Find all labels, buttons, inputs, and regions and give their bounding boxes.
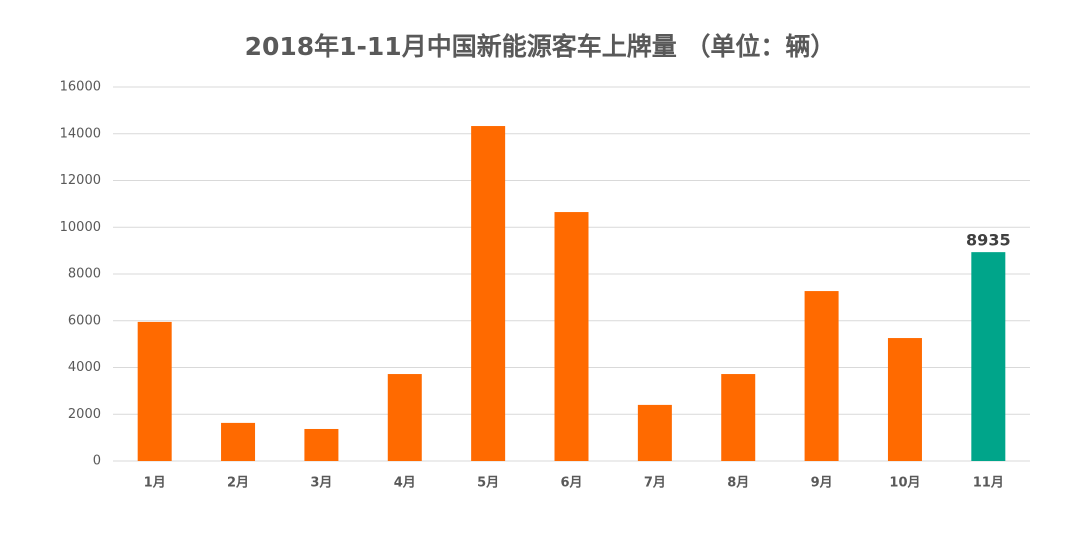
bar [221, 422, 256, 461]
bar [471, 126, 506, 461]
y-tick-label: 12000 [60, 173, 101, 188]
x-tick-label: 8月 [727, 476, 749, 491]
bar [721, 374, 756, 461]
bar [554, 212, 589, 461]
y-tick-label: 8000 [68, 267, 101, 282]
x-tick-label: 7月 [644, 476, 666, 491]
y-tick-label: 10000 [60, 220, 101, 235]
bar [637, 404, 672, 461]
y-tick-label: 14000 [60, 126, 101, 141]
y-tick-label: 6000 [68, 313, 101, 328]
x-tick-label: 4月 [394, 476, 416, 491]
y-tick-label: 2000 [68, 407, 101, 422]
bar [137, 321, 172, 461]
chart-title: 2018年1-11月中国新能源客车上牌量 （单位：辆） [245, 32, 836, 61]
bar [887, 338, 922, 461]
x-tick-label: 2月 [227, 476, 249, 491]
x-tick-label: 10月 [889, 476, 920, 491]
x-tick-label: 1月 [144, 476, 166, 491]
y-tick-label: 4000 [68, 360, 101, 375]
y-tick-label: 0 [93, 454, 101, 469]
x-tick-label: 11月 [973, 476, 1004, 491]
x-tick-label: 9月 [811, 476, 833, 491]
bar [387, 374, 422, 461]
x-tick-label: 5月 [477, 476, 499, 491]
data-label: 8935 [966, 231, 1011, 250]
bar [804, 291, 839, 461]
y-tick-label: 16000 [60, 80, 101, 95]
x-tick-label: 3月 [310, 476, 332, 491]
bar [304, 428, 339, 461]
bar [971, 252, 1006, 461]
x-tick-label: 6月 [560, 476, 582, 491]
